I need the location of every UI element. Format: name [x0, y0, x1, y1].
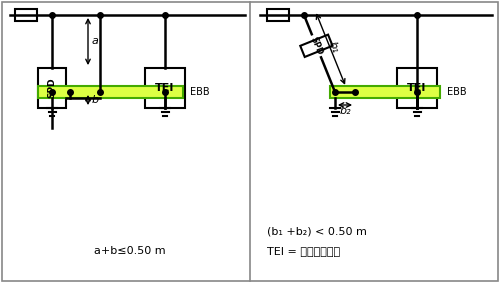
- Text: EBB: EBB: [447, 87, 466, 97]
- Text: (b₁ +b₂) < 0.50 m: (b₁ +b₂) < 0.50 m: [267, 226, 367, 236]
- Bar: [38, 68, 66, 108]
- Bar: [15, 9, 37, 21]
- Text: b: b: [92, 95, 99, 105]
- Bar: [300, 35, 332, 57]
- Text: TEI = 终端设备接口: TEI = 终端设备接口: [267, 246, 340, 256]
- Text: TEI: TEI: [408, 83, 426, 93]
- Bar: [267, 9, 289, 21]
- Text: TEI: TEI: [156, 83, 174, 93]
- Text: a+b≤0.50 m: a+b≤0.50 m: [94, 246, 166, 256]
- Text: EBB: EBB: [190, 87, 210, 97]
- Text: a: a: [92, 36, 99, 46]
- Bar: [145, 68, 185, 108]
- Bar: [38, 86, 183, 98]
- Bar: [330, 86, 440, 98]
- Text: SPD: SPD: [308, 35, 324, 56]
- Text: SPD: SPD: [48, 78, 56, 98]
- Text: b₁: b₁: [327, 40, 341, 55]
- Text: b₂: b₂: [339, 106, 351, 116]
- Bar: [397, 68, 437, 108]
